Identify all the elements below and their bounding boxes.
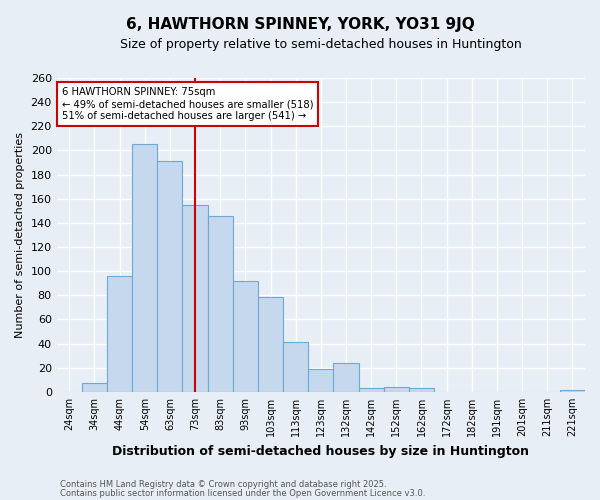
Bar	[182, 205, 208, 392]
Text: 6 HAWTHORN SPINNEY: 75sqm
← 49% of semi-detached houses are smaller (518)
51% of: 6 HAWTHORN SPINNEY: 75sqm ← 49% of semi-…	[62, 88, 313, 120]
Bar	[258, 296, 283, 392]
Bar	[334, 363, 359, 392]
Bar	[132, 144, 157, 392]
Bar	[82, 384, 107, 392]
Bar	[157, 162, 182, 392]
Bar	[208, 216, 233, 392]
Bar	[283, 342, 308, 392]
Text: Contains HM Land Registry data © Crown copyright and database right 2025.: Contains HM Land Registry data © Crown c…	[60, 480, 386, 489]
Bar	[359, 388, 384, 392]
Text: 6, HAWTHORN SPINNEY, YORK, YO31 9JQ: 6, HAWTHORN SPINNEY, YORK, YO31 9JQ	[125, 18, 475, 32]
Bar	[233, 281, 258, 392]
Bar	[560, 390, 585, 392]
Bar	[409, 388, 434, 392]
Text: Contains public sector information licensed under the Open Government Licence v3: Contains public sector information licen…	[60, 489, 425, 498]
Bar	[308, 369, 334, 392]
Bar	[384, 387, 409, 392]
Bar	[107, 276, 132, 392]
X-axis label: Distribution of semi-detached houses by size in Huntington: Distribution of semi-detached houses by …	[112, 444, 529, 458]
Y-axis label: Number of semi-detached properties: Number of semi-detached properties	[15, 132, 25, 338]
Title: Size of property relative to semi-detached houses in Huntington: Size of property relative to semi-detach…	[120, 38, 522, 51]
